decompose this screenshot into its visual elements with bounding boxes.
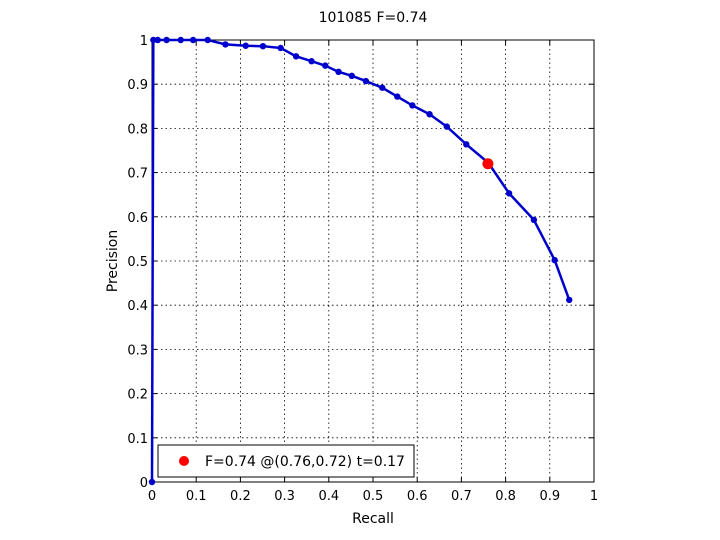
x-tick-label: 1: [590, 489, 598, 504]
data-point: [379, 84, 386, 91]
x-tick-label: 0: [148, 489, 156, 504]
data-point: [463, 141, 470, 148]
y-tick-label: 1: [140, 34, 148, 49]
data-point: [530, 216, 538, 224]
ticks: 0 0.1 0.2 0.3 0.4 0.5 0.6 0.7 0.8 0.9 1 0 0.1 0.2 0.3 0…: [127, 34, 598, 504]
data-point: [426, 111, 433, 118]
data-point: [322, 62, 329, 69]
y-tick-label: 0.1: [127, 432, 148, 447]
data-point: [292, 53, 300, 60]
data-point: [409, 102, 416, 109]
legend-entry: F=0.74 @(0.76,0.72) t=0.17: [205, 454, 405, 470]
best-f-marker: [482, 158, 494, 170]
data-point: [348, 72, 355, 80]
x-tick-label: 0.8: [495, 489, 516, 504]
data-point: [308, 58, 315, 65]
y-tick-label: 0.9: [127, 78, 148, 93]
x-tick-label: 0.6: [407, 489, 428, 504]
y-tick-label: 0.3: [127, 343, 148, 358]
legend-marker: [179, 456, 189, 466]
data-point: [566, 296, 573, 304]
x-tick-label: 0.2: [230, 489, 251, 504]
y-tick-label: 0.2: [127, 388, 148, 403]
series-line: [150, 38, 571, 483]
data-point: [163, 36, 170, 44]
data-point: [148, 478, 156, 486]
x-tick-label: 0.4: [318, 489, 339, 504]
data-point: [277, 44, 284, 52]
x-tick-label: 0.7: [451, 489, 472, 504]
x-axis-label: Recall: [352, 511, 394, 527]
y-tick-label: 0.5: [127, 255, 148, 270]
x-tick-label: 0.3: [274, 489, 295, 504]
y-tick-label: 0.4: [127, 299, 148, 314]
series-group: [148, 36, 573, 486]
legend-box: [157, 444, 415, 478]
data-point: [551, 256, 558, 264]
x-tick-label: 0.9: [539, 489, 560, 504]
data-point: [394, 93, 401, 100]
data-point: [222, 41, 229, 48]
y-tick-label: 0.7: [127, 167, 148, 182]
data-point: [189, 36, 197, 44]
y-tick-label: 0.6: [127, 211, 148, 226]
data-point: [259, 42, 267, 50]
chart-title: 101085 F=0.74: [319, 10, 428, 26]
x-tick-label: 0.5: [363, 489, 384, 504]
data-point: [204, 36, 211, 44]
data-point: [443, 123, 451, 130]
data-point: [242, 42, 249, 49]
y-tick-label: 0: [140, 476, 148, 491]
y-tick-label: 0.8: [127, 122, 148, 137]
legend: F=0.74 @(0.76,0.72) t=0.17: [157, 444, 415, 478]
data-point: [505, 190, 513, 197]
data-point: [335, 68, 342, 76]
x-tick-label: 0.1: [186, 489, 207, 504]
data-point: [177, 36, 184, 44]
data-point: [362, 77, 370, 85]
data-point: [154, 36, 161, 44]
data-point: [150, 36, 157, 44]
marker-group: [482, 158, 494, 170]
y-axis-label: Precision: [105, 230, 121, 292]
